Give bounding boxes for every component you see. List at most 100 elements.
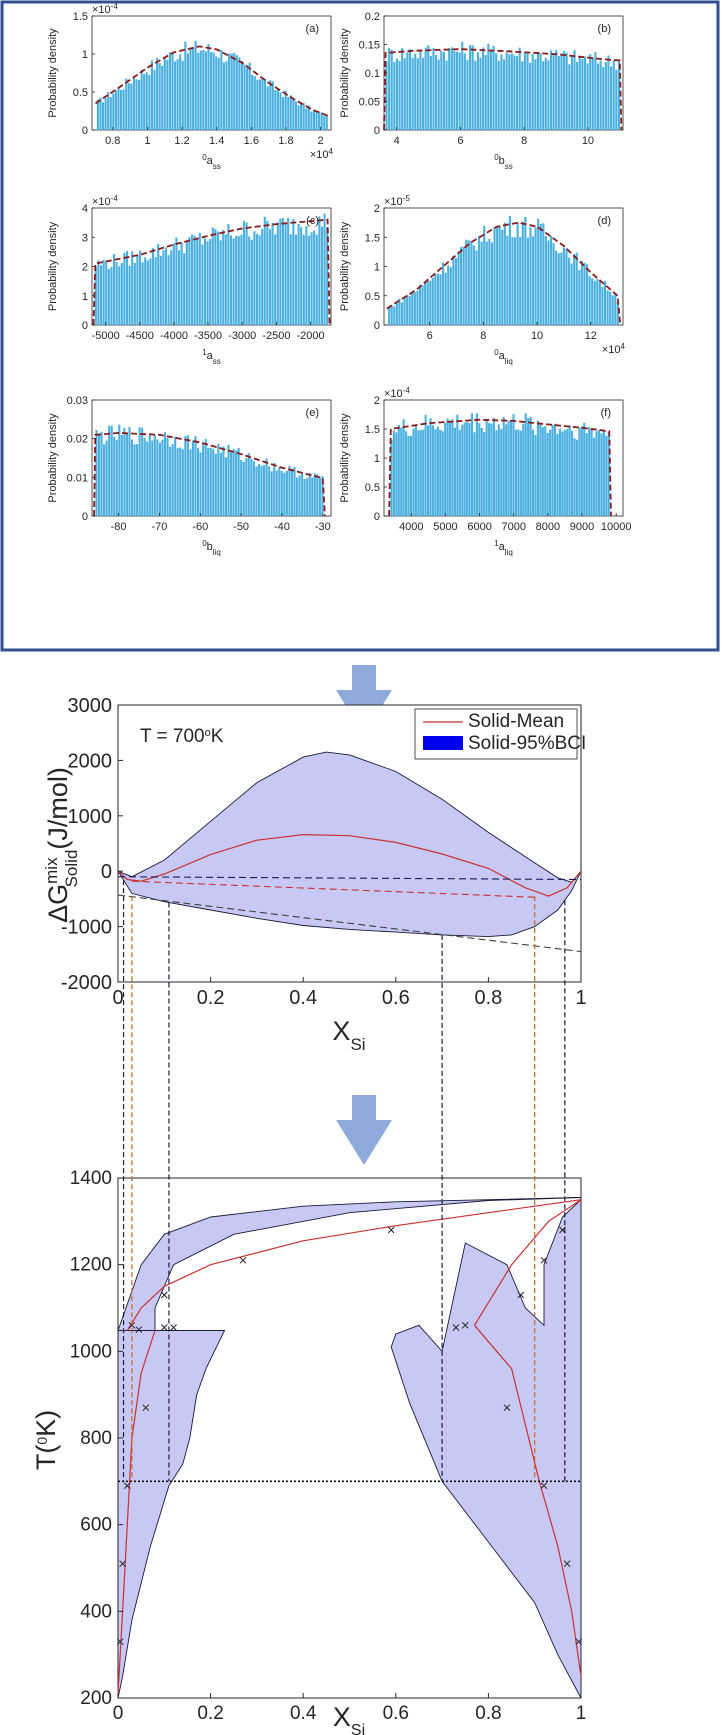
bar <box>161 439 164 516</box>
bar <box>474 60 477 130</box>
bar <box>297 105 300 130</box>
y-axis-label: Probability density <box>339 28 351 118</box>
bar <box>151 440 154 516</box>
bar <box>416 290 419 325</box>
bar <box>214 229 217 325</box>
density-fit-line <box>386 221 622 326</box>
bar <box>188 237 191 325</box>
bar <box>278 466 281 516</box>
bar <box>150 60 153 130</box>
bar <box>596 279 599 325</box>
bar <box>318 478 321 516</box>
bar <box>445 60 448 131</box>
bar <box>555 49 558 131</box>
bar <box>514 429 518 516</box>
x-axis-label: 1aliq <box>494 539 513 557</box>
y-tick-label: 2 <box>82 262 88 274</box>
bar <box>240 234 243 325</box>
bar <box>135 79 138 130</box>
bar <box>242 461 245 516</box>
bar <box>402 419 405 516</box>
bar <box>251 74 254 130</box>
tangent-line-upper <box>117 876 582 881</box>
x-tick-label: 5000 <box>433 521 457 533</box>
bar <box>222 446 225 516</box>
y-tick-label: 0 <box>101 861 112 883</box>
x-tick-label: -3000 <box>228 330 256 342</box>
bar <box>99 97 102 130</box>
bar <box>287 217 290 325</box>
y-tick-label: 0 <box>374 320 380 332</box>
y-tick-label: -2000 <box>61 972 112 994</box>
bar <box>230 53 233 130</box>
bar <box>495 430 498 516</box>
bar <box>403 58 406 130</box>
bar <box>568 64 571 130</box>
bar <box>262 465 266 516</box>
x-tick-label: 9000 <box>570 521 594 533</box>
histogram-b: 4 6 8 10 0 0.05 0.1 0.15 0.2 (b) Probability densi… <box>339 11 624 171</box>
bar <box>472 245 476 325</box>
bar <box>149 258 152 325</box>
bar <box>455 51 459 130</box>
bar <box>446 418 449 516</box>
y-tick-label: 2000 <box>68 750 113 772</box>
x-tick-label: 0 <box>112 987 123 1009</box>
bar <box>281 218 285 325</box>
bar <box>553 423 557 516</box>
bar <box>539 424 542 516</box>
data-marker <box>517 1291 525 1299</box>
bci-band-left <box>117 1197 582 1699</box>
bar <box>246 67 249 130</box>
bar <box>465 239 468 325</box>
bar <box>470 413 474 516</box>
bar <box>170 250 173 325</box>
bar <box>429 418 432 516</box>
bar <box>179 54 182 130</box>
bar <box>315 110 318 130</box>
bar <box>392 430 395 516</box>
bar <box>489 50 493 130</box>
bar <box>466 59 469 130</box>
y-axis-label: Probability density <box>339 413 351 503</box>
bar <box>325 114 328 130</box>
y-exponent: ×10-5 <box>384 194 410 209</box>
bar <box>270 471 273 516</box>
bar <box>199 50 202 130</box>
bar <box>109 97 112 130</box>
bar <box>285 470 288 516</box>
bar <box>614 293 617 325</box>
bar <box>511 237 514 325</box>
bar <box>154 257 157 325</box>
bar <box>183 253 186 325</box>
bar <box>201 244 204 325</box>
bar <box>442 51 446 131</box>
panel-label: (a) <box>306 23 319 35</box>
y-tick-label: 3000 <box>68 695 113 717</box>
y-tick-label: 0 <box>82 320 88 332</box>
bar <box>125 433 128 516</box>
bar <box>435 54 438 130</box>
bar <box>293 467 296 516</box>
y-tick-label: 1.5 <box>73 11 88 23</box>
bar <box>431 277 434 325</box>
bar <box>411 57 414 130</box>
bar <box>94 266 97 325</box>
panel-label: (f) <box>601 407 611 419</box>
bar <box>468 45 472 130</box>
bar <box>161 65 164 130</box>
y-axis-label: Probability density <box>47 413 59 503</box>
bar <box>501 229 504 325</box>
bar <box>112 254 116 325</box>
x-tick-label: 0.8 <box>474 987 502 1009</box>
bar <box>125 78 128 130</box>
bar <box>513 55 516 130</box>
bar <box>141 427 144 516</box>
chart-title: T = 700oK <box>140 726 224 747</box>
bar <box>222 229 225 325</box>
bar <box>279 92 282 130</box>
histogram-bars <box>385 41 620 131</box>
bar <box>235 55 238 130</box>
bar <box>206 241 209 325</box>
bar <box>313 230 316 325</box>
